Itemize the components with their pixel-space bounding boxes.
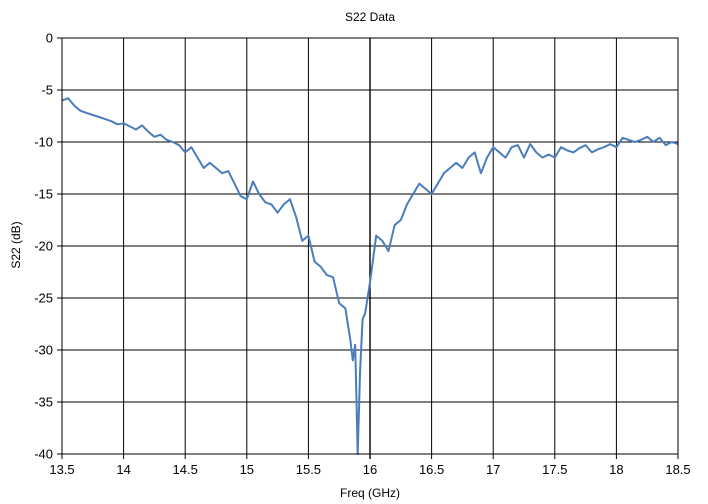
x-tick-label: 15.5	[296, 462, 321, 477]
x-tick-label: 17.5	[542, 462, 567, 477]
y-tick-label: 0	[46, 31, 53, 46]
x-axis-ticks: 13.5 14 14.5 15 15.5 16 16.5 17 17.5 18 18.5	[49, 462, 690, 477]
y-tick-label: -35	[34, 395, 53, 410]
x-tick-label: 15	[240, 462, 254, 477]
grid	[57, 37, 679, 459]
x-tick-label: 18	[609, 462, 623, 477]
x-tick-label: 17	[486, 462, 500, 477]
y-tick-label: -30	[34, 343, 53, 358]
series-line	[61, 97, 679, 455]
y-axis-title: S22 (dB)	[9, 221, 23, 268]
y-tick-label: -25	[34, 291, 53, 306]
x-tick-label: 16.5	[419, 462, 444, 477]
series-layer	[61, 97, 679, 455]
x-tick-label: 16	[363, 462, 377, 477]
plot-frame	[61, 37, 679, 455]
x-tick-label: 18.5	[665, 462, 690, 477]
x-tick-label: 14	[116, 462, 130, 477]
y-tick-label: -5	[41, 83, 53, 98]
x-tick-label: 14.5	[173, 462, 198, 477]
chart-title: S22 Data	[345, 10, 395, 24]
y-tick-label: -40	[34, 447, 53, 462]
x-axis-title: Freq (GHz)	[340, 486, 400, 500]
y-axis-ticks: 0 -5 -10 -15 -20 -25 -30 -35 -40	[34, 31, 53, 462]
y-tick-label: -20	[34, 239, 53, 254]
y-tick-label: -15	[34, 187, 53, 202]
y-tick-label: -10	[34, 135, 53, 150]
x-tick-label: 13.5	[49, 462, 74, 477]
